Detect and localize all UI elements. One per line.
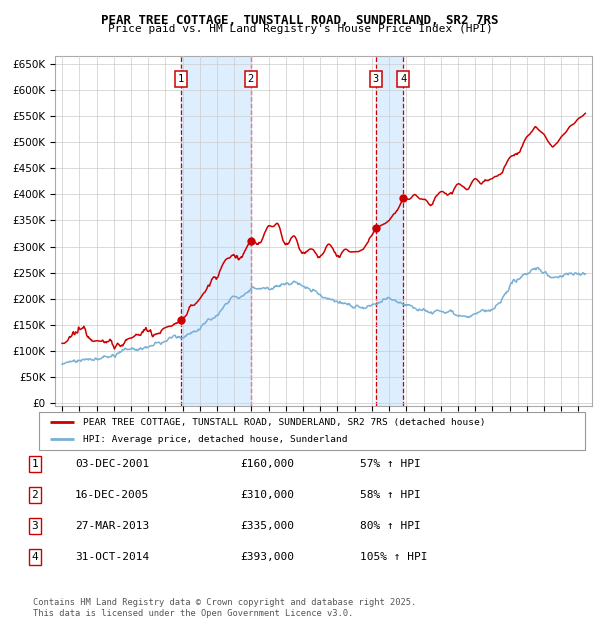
Text: 3: 3 <box>373 74 379 84</box>
Bar <box>376 56 403 406</box>
Text: Price paid vs. HM Land Registry's House Price Index (HPI): Price paid vs. HM Land Registry's House … <box>107 24 493 34</box>
Text: 2: 2 <box>248 74 254 84</box>
Text: 1: 1 <box>178 74 184 84</box>
Text: £393,000: £393,000 <box>240 552 294 562</box>
Text: 105% ↑ HPI: 105% ↑ HPI <box>360 552 427 562</box>
Text: £160,000: £160,000 <box>240 459 294 469</box>
Text: 80% ↑ HPI: 80% ↑ HPI <box>360 521 421 531</box>
Text: 27-MAR-2013: 27-MAR-2013 <box>75 521 149 531</box>
Text: 58% ↑ HPI: 58% ↑ HPI <box>360 490 421 500</box>
Text: PEAR TREE COTTAGE, TUNSTALL ROAD, SUNDERLAND, SR2 7RS: PEAR TREE COTTAGE, TUNSTALL ROAD, SUNDER… <box>101 14 499 27</box>
FancyBboxPatch shape <box>39 412 585 450</box>
Text: 3: 3 <box>31 521 38 531</box>
Text: 16-DEC-2005: 16-DEC-2005 <box>75 490 149 500</box>
Text: HPI: Average price, detached house, Sunderland: HPI: Average price, detached house, Sund… <box>83 435 347 444</box>
Text: 03-DEC-2001: 03-DEC-2001 <box>75 459 149 469</box>
Text: PEAR TREE COTTAGE, TUNSTALL ROAD, SUNDERLAND, SR2 7RS (detached house): PEAR TREE COTTAGE, TUNSTALL ROAD, SUNDER… <box>83 418 485 427</box>
Text: £335,000: £335,000 <box>240 521 294 531</box>
Text: 31-OCT-2014: 31-OCT-2014 <box>75 552 149 562</box>
Text: 4: 4 <box>31 552 38 562</box>
Text: Contains HM Land Registry data © Crown copyright and database right 2025.
This d: Contains HM Land Registry data © Crown c… <box>33 598 416 618</box>
Bar <box>181 56 251 406</box>
Text: 2: 2 <box>31 490 38 500</box>
Text: 1: 1 <box>31 459 38 469</box>
Text: 4: 4 <box>400 74 407 84</box>
Text: 57% ↑ HPI: 57% ↑ HPI <box>360 459 421 469</box>
Text: £310,000: £310,000 <box>240 490 294 500</box>
